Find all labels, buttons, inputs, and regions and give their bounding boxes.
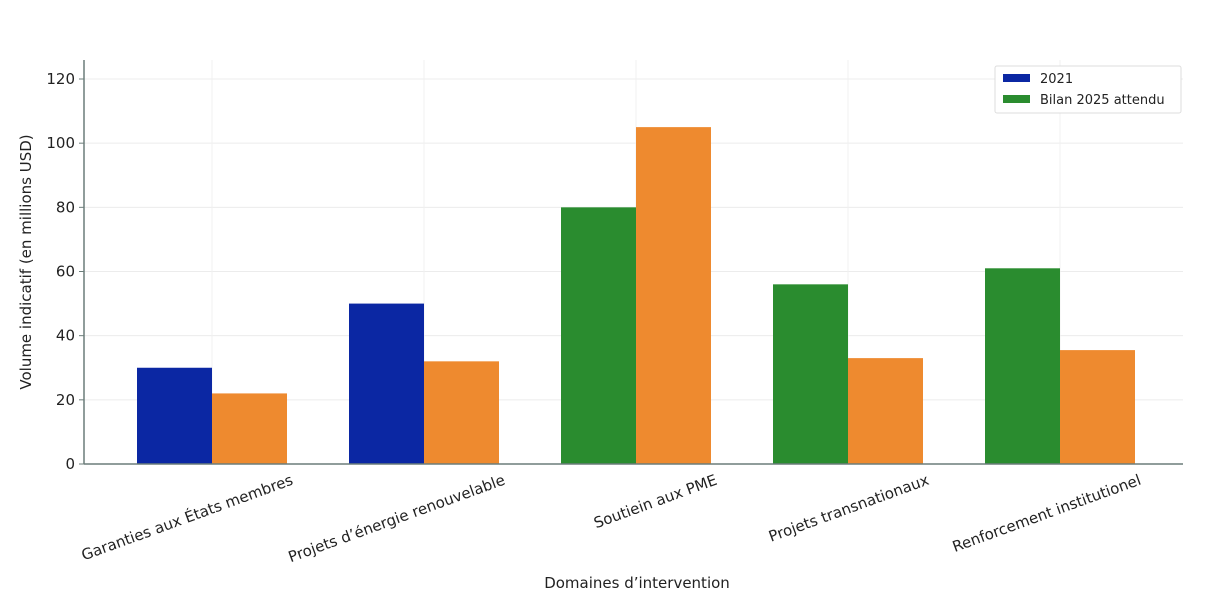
bar-series2-3: [636, 127, 711, 464]
x-tick-label: Garanties aux États membres: [79, 470, 296, 564]
bars: [137, 127, 1135, 465]
y-tick-label: 100: [46, 134, 75, 152]
legend-swatch-2021: [1003, 74, 1030, 82]
x-tick-label: Projets transnationaux: [766, 471, 931, 546]
x-tick-label: Renforcement institutionel: [950, 471, 1143, 556]
x-axis-label: Domaines d’intervention: [544, 574, 730, 592]
bar-series2-4: [848, 358, 923, 464]
legend-swatch-bilan-2025: [1003, 95, 1030, 103]
y-tick-label: 40: [56, 327, 75, 345]
axes: [83, 60, 1183, 465]
bar-series1-4: [773, 284, 848, 464]
y-axis-label: Volume indicatif (en millions USD): [17, 134, 35, 389]
legend-box: [994, 65, 1182, 114]
y-tick-label: 60: [56, 263, 75, 281]
bar-series1-5: [985, 268, 1060, 464]
legend: 2021 Bilan 2025 attendu: [994, 65, 1182, 114]
bar-series1-1: [137, 367, 212, 464]
bar-series1-3: [561, 207, 636, 465]
x-tick-label: Projets d’énergie renouvelable: [286, 471, 507, 566]
y-tick-label: 20: [56, 391, 75, 409]
y-tick-label: 80: [56, 198, 75, 216]
legend-label-2021: 2021: [1040, 72, 1073, 87]
bar-series2-1: [212, 393, 287, 464]
y-tick-labels: 0 20 40 60 80 100 120: [46, 70, 84, 473]
y-tick-label: 120: [46, 70, 75, 88]
bar-series2-2: [424, 361, 499, 464]
bar-series2-5: [1060, 350, 1135, 464]
legend-label-bilan-2025: Bilan 2025 attendu: [1040, 93, 1165, 108]
x-tick-label: Soutiein aux PME: [591, 471, 719, 532]
y-tick-label: 0: [65, 455, 75, 473]
bar-series1-2: [349, 303, 424, 464]
